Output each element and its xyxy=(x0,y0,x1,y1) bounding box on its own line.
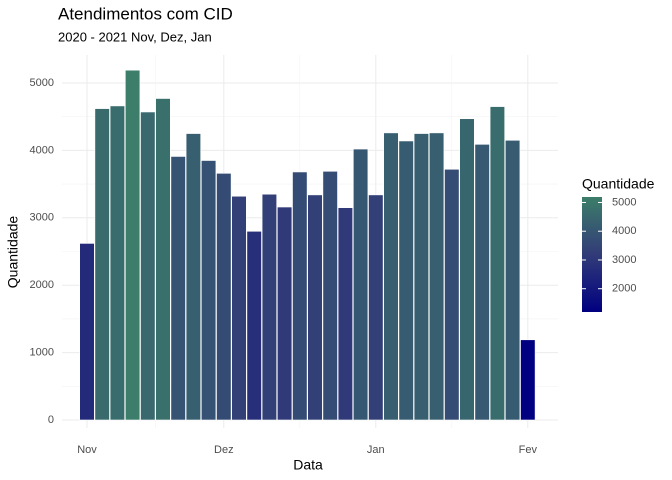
y-tick-label: 4000 xyxy=(30,144,54,156)
y-tick-label: 1000 xyxy=(30,347,54,359)
bar xyxy=(398,140,414,421)
bar xyxy=(428,132,445,421)
bar xyxy=(125,69,141,421)
x-tick-label: Fev xyxy=(519,444,538,456)
y-tick-label: 0 xyxy=(48,414,54,426)
bar xyxy=(216,173,232,421)
bar xyxy=(231,195,247,421)
bar xyxy=(413,133,430,421)
y-tick-label: 3000 xyxy=(30,212,54,224)
bar xyxy=(94,108,110,421)
bar xyxy=(201,160,217,421)
chart-title: Atendimentos com CID xyxy=(58,4,233,23)
bar xyxy=(459,118,475,421)
bar xyxy=(444,168,460,421)
x-tick-label: Nov xyxy=(77,444,97,456)
bar xyxy=(276,206,293,421)
legend-tick-label: 2000 xyxy=(612,283,636,295)
bar xyxy=(307,194,323,421)
y-tick-label: 2000 xyxy=(30,279,54,291)
legend-title: Quantidade xyxy=(582,176,655,192)
bar xyxy=(292,171,308,421)
bar xyxy=(140,111,156,421)
chart-subtitle: 2020 - 2021 Nov, Dez, Jan xyxy=(58,29,212,44)
legend-colorbar xyxy=(582,197,602,312)
bar xyxy=(383,132,399,421)
bar xyxy=(337,207,354,421)
legend-tick-label: 4000 xyxy=(612,225,636,237)
bar xyxy=(109,105,125,421)
y-tick-label: 5000 xyxy=(30,77,54,89)
y-axis-title: Quantidade xyxy=(5,216,21,289)
bar xyxy=(504,139,521,421)
bar xyxy=(474,144,490,421)
bar xyxy=(352,148,369,421)
bar xyxy=(246,230,262,421)
bar xyxy=(520,339,536,421)
bar xyxy=(185,133,202,421)
legend-tick-label: 3000 xyxy=(612,254,636,266)
x-tick-label: Jan xyxy=(367,444,385,456)
x-axis-title: Data xyxy=(293,457,323,473)
bar xyxy=(170,156,186,421)
legend-tick-label: 5000 xyxy=(612,196,636,208)
bar xyxy=(368,194,384,421)
bar xyxy=(261,193,278,421)
bar xyxy=(79,243,95,421)
x-tick-label: Dez xyxy=(214,444,234,456)
bar xyxy=(322,170,338,421)
bar xyxy=(155,98,171,421)
bar xyxy=(489,106,506,421)
